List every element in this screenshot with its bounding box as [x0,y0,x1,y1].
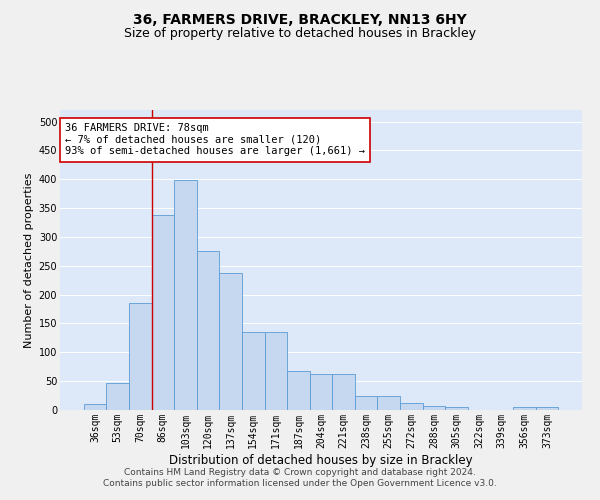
Bar [400,403,422,410]
Bar [536,407,558,410]
Text: Contains HM Land Registry data © Crown copyright and database right 2024.
Contai: Contains HM Land Registry data © Crown c… [103,468,497,487]
X-axis label: Distribution of detached houses by size in Brackley: Distribution of detached houses by size … [169,454,473,466]
Bar [310,374,332,410]
Y-axis label: Number of detached properties: Number of detached properties [25,172,34,348]
Bar [445,406,468,410]
Bar [129,302,152,410]
Text: 36 FARMERS DRIVE: 78sqm
← 7% of detached houses are smaller (120)
93% of semi-de: 36 FARMERS DRIVE: 78sqm ← 7% of detached… [65,124,365,156]
Bar [265,332,287,410]
Bar [355,396,377,410]
Bar [287,371,310,410]
Text: Size of property relative to detached houses in Brackley: Size of property relative to detached ho… [124,28,476,40]
Bar [152,215,174,410]
Bar [422,406,445,410]
Bar [197,251,220,410]
Bar [106,383,129,410]
Bar [220,272,242,410]
Bar [242,332,265,410]
Bar [332,374,355,410]
Bar [377,396,400,410]
Text: 36, FARMERS DRIVE, BRACKLEY, NN13 6HY: 36, FARMERS DRIVE, BRACKLEY, NN13 6HY [133,12,467,26]
Bar [84,404,106,410]
Bar [174,180,197,410]
Bar [513,407,536,410]
